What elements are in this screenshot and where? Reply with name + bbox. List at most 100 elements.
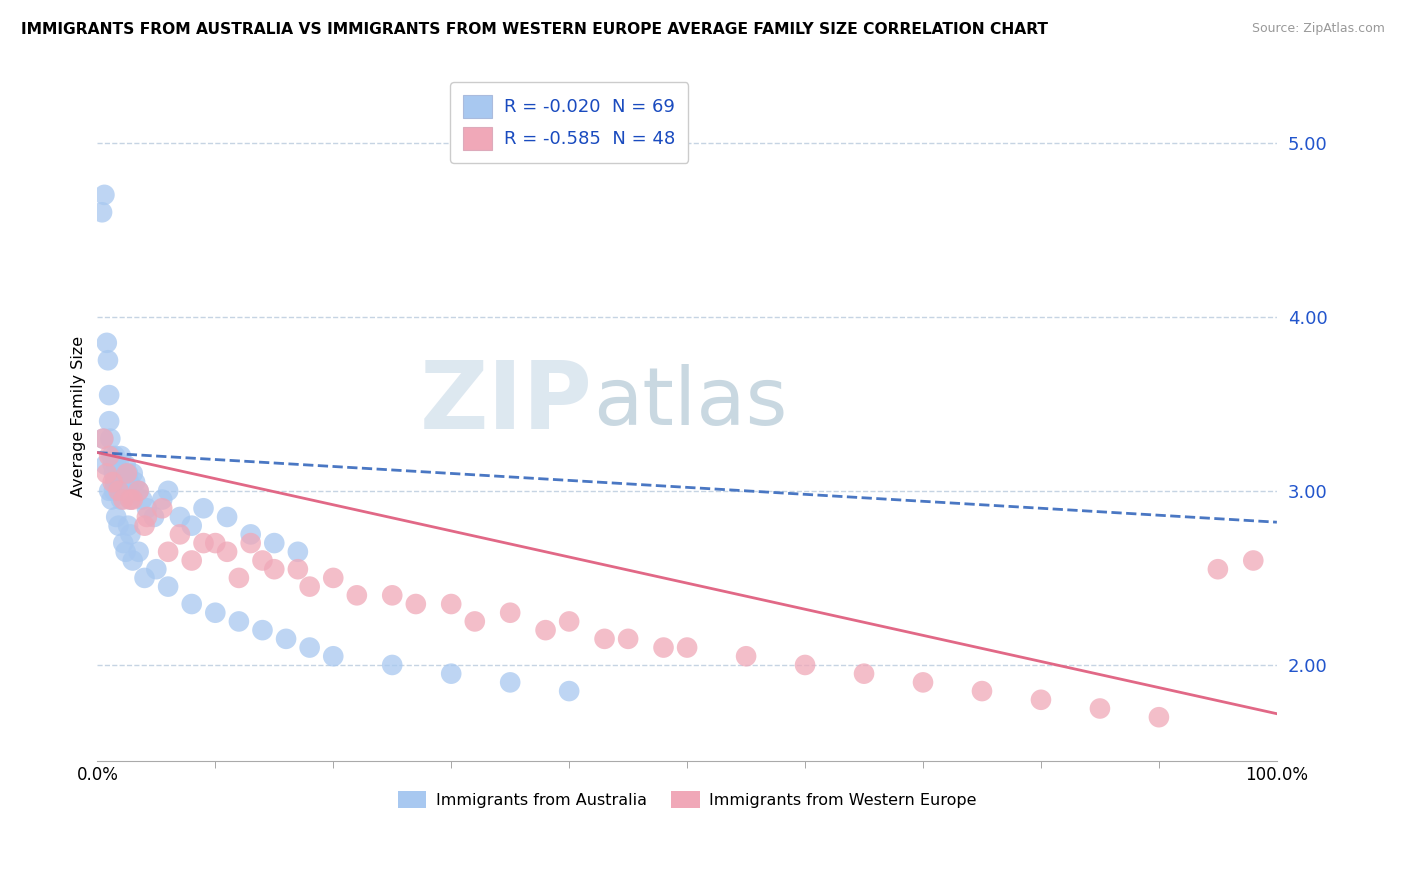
Point: [1206, 562, 1229, 576]
Point: [103, 467, 125, 481]
Point: [107, 483, 129, 498]
Point: [287, 545, 309, 559]
Point: [970, 684, 993, 698]
Point: [135, 510, 157, 524]
Point: [440, 597, 463, 611]
Point: [735, 649, 758, 664]
Point: [193, 501, 215, 516]
Point: [440, 666, 463, 681]
Point: [115, 483, 138, 498]
Point: [150, 501, 173, 516]
Point: [114, 458, 136, 472]
Point: [112, 536, 135, 550]
Point: [228, 571, 250, 585]
Point: [204, 536, 226, 550]
Point: [263, 536, 285, 550]
Point: [93, 187, 115, 202]
Point: [104, 449, 127, 463]
Point: [558, 684, 581, 698]
Point: [911, 675, 934, 690]
Point: [120, 492, 142, 507]
Point: [381, 657, 404, 672]
Point: [108, 483, 131, 498]
Point: [274, 632, 297, 646]
Point: [128, 483, 150, 498]
Point: [252, 623, 274, 637]
Point: [98, 449, 121, 463]
Point: [98, 432, 121, 446]
Point: [131, 492, 153, 507]
Point: [617, 632, 640, 646]
Point: [135, 501, 157, 516]
Point: [169, 527, 191, 541]
Text: IMMIGRANTS FROM AUSTRALIA VS IMMIGRANTS FROM WESTERN EUROPE AVERAGE FAMILY SIZE : IMMIGRANTS FROM AUSTRALIA VS IMMIGRANTS …: [21, 22, 1047, 37]
Point: [143, 510, 166, 524]
Point: [593, 632, 616, 646]
Point: [1088, 701, 1111, 715]
Point: [97, 353, 120, 368]
Point: [98, 388, 121, 402]
Point: [322, 571, 344, 585]
Point: [121, 467, 143, 481]
Point: [114, 483, 136, 498]
Point: [110, 449, 132, 463]
Point: [118, 475, 141, 490]
Point: [499, 675, 522, 690]
Point: [180, 553, 202, 567]
Point: [114, 545, 136, 559]
Text: Source: ZipAtlas.com: Source: ZipAtlas.com: [1251, 22, 1385, 36]
Point: [91, 432, 114, 446]
Point: [124, 475, 146, 490]
Point: [145, 562, 167, 576]
Point: [157, 483, 180, 498]
Point: [134, 518, 156, 533]
Point: [180, 597, 202, 611]
Point: [115, 467, 138, 481]
Point: [121, 492, 143, 507]
Point: [91, 432, 114, 446]
Point: [110, 492, 132, 507]
Point: [217, 510, 239, 524]
Point: [298, 640, 321, 655]
Point: [121, 553, 143, 567]
Point: [105, 458, 128, 472]
Point: [120, 527, 142, 541]
Point: [534, 623, 557, 637]
Point: [117, 467, 139, 481]
Point: [405, 597, 427, 611]
Point: [101, 475, 124, 490]
Point: [287, 562, 309, 576]
Point: [157, 580, 180, 594]
Point: [105, 510, 128, 524]
Point: [499, 606, 522, 620]
Point: [91, 205, 114, 219]
Point: [1029, 693, 1052, 707]
Point: [134, 571, 156, 585]
Text: atlas: atlas: [593, 364, 787, 442]
Point: [652, 640, 675, 655]
Point: [794, 657, 817, 672]
Point: [101, 458, 124, 472]
Point: [111, 475, 134, 490]
Point: [107, 467, 129, 481]
Point: [322, 649, 344, 664]
Point: [346, 588, 368, 602]
Point: [239, 536, 262, 550]
Point: [128, 483, 150, 498]
Point: [98, 414, 121, 428]
Point: [252, 553, 274, 567]
Point: [239, 527, 262, 541]
Y-axis label: Average Family Size: Average Family Size: [72, 336, 86, 498]
Point: [96, 335, 118, 350]
Point: [464, 615, 486, 629]
Point: [298, 580, 321, 594]
Point: [107, 475, 129, 490]
Point: [558, 615, 581, 629]
Point: [103, 483, 125, 498]
Point: [1241, 553, 1264, 567]
Point: [96, 467, 118, 481]
Point: [150, 492, 173, 507]
Point: [100, 492, 122, 507]
Point: [193, 536, 215, 550]
Point: [853, 666, 876, 681]
